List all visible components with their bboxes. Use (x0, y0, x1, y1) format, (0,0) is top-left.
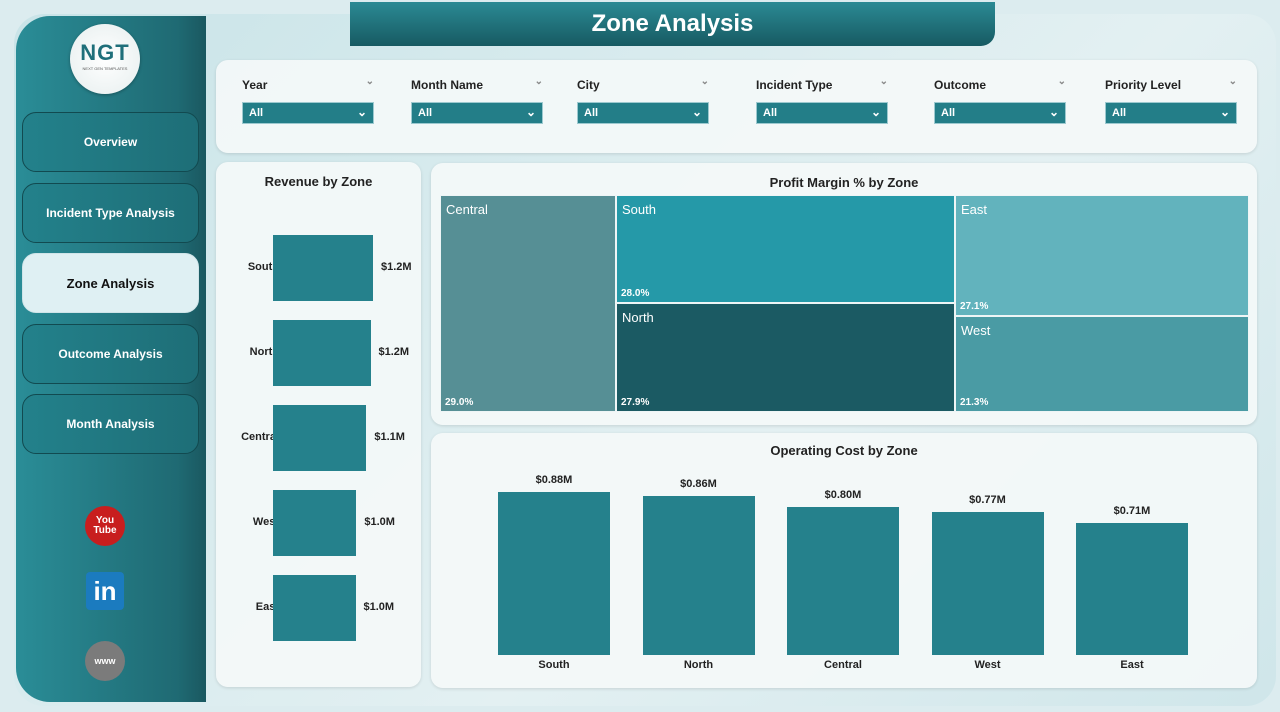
bar-east[interactable] (1076, 523, 1188, 655)
data-label: $0.80M (824, 488, 862, 501)
data-label: $0.86M (680, 477, 717, 490)
category-label: Central (824, 659, 862, 671)
bar-north[interactable] (642, 495, 755, 655)
data-label: $1.1M (374, 431, 405, 443)
chevron-down-icon: ⌄ (1219, 105, 1230, 119)
collapse-chevron-icon[interactable]: ⌄ (1057, 76, 1066, 87)
filter-panel: Year ⌄ All ⌄ Month Name ⌄ All ⌄ City ⌄ All ⌄ Inciden… (216, 60, 1257, 153)
tile-value: 21.3% (960, 397, 989, 408)
tile-value: 27.9% (621, 397, 650, 408)
operating-cost-chart: Operating Cost by Zone $0.88M South $0.86M… (431, 433, 1257, 688)
chart-title: Revenue by Zone (264, 174, 373, 189)
chevron-down-icon: ⌄ (1048, 105, 1059, 119)
collapse-chevron-icon[interactable]: ⌄ (365, 76, 374, 87)
tile-label: Central (446, 202, 488, 217)
category-label: North (683, 659, 714, 671)
treemap-tile-central[interactable]: Central 29.0% (440, 195, 616, 412)
category-label: Central (241, 431, 279, 443)
data-label: $0.77M (969, 494, 1006, 507)
chevron-down-icon: ⌄ (356, 105, 367, 119)
profit-margin-treemap: Profit Margin % by Zone Central 29.0% Sout… (431, 163, 1257, 425)
chart-title: Profit Margin % by Zone (769, 175, 919, 190)
nav-incident-type-analysis-button[interactable]: Incident Type Analysis (22, 183, 199, 243)
bar-central[interactable] (273, 405, 367, 471)
filter-year: Year ⌄ All ⌄ (242, 76, 374, 124)
treemap-tile-south[interactable]: South 28.0% (616, 195, 955, 303)
category-label: West (252, 516, 279, 528)
treemap-tile-north[interactable]: North 27.9% (616, 303, 955, 412)
treemap-tile-east[interactable]: East 27.1% (955, 195, 1249, 316)
bar-row: East $1.0M (216, 575, 421, 641)
youtube-icon[interactable]: You Tube (85, 506, 125, 546)
tile-label: East (961, 202, 988, 217)
tile-label: South (622, 202, 656, 217)
category-label: West (974, 659, 1001, 671)
linkedin-icon[interactable]: in (86, 572, 124, 610)
filter-incident-type: Incident Type ⌄ All ⌄ (756, 76, 888, 124)
collapse-chevron-icon[interactable]: ⌄ (879, 76, 888, 87)
nav-outcome-analysis-button[interactable]: Outcome Analysis (22, 324, 199, 384)
filter-dropdown[interactable]: All ⌄ (756, 102, 888, 124)
chart-title: Operating Cost by Zone (770, 443, 918, 458)
bar-west[interactable] (273, 490, 357, 556)
filter-dropdown[interactable]: All ⌄ (1105, 102, 1237, 124)
filter-dropdown[interactable]: All ⌄ (934, 102, 1066, 124)
category-label: East (1120, 659, 1144, 671)
bar-row: South $1.2M (216, 235, 421, 301)
data-label: $1.0M (363, 601, 395, 613)
bar-north[interactable] (273, 320, 371, 386)
category-label: South (247, 261, 279, 273)
tile-label: North (622, 310, 654, 325)
nav-overview-button[interactable]: Overview (22, 112, 199, 172)
bar-row: Central $1.1M (216, 405, 421, 471)
nav-month-analysis-button[interactable]: Month Analysis (22, 394, 199, 454)
nav-zone-analysis-button[interactable]: Zone Analysis (22, 253, 199, 313)
filter-dropdown[interactable]: All ⌄ (242, 102, 374, 124)
bar-central[interactable] (787, 506, 899, 655)
filter-month-name: Month Name ⌄ All ⌄ (411, 76, 543, 124)
collapse-chevron-icon[interactable]: ⌄ (700, 76, 709, 87)
category-label: North (249, 346, 279, 358)
collapse-chevron-icon[interactable]: ⌄ (1228, 76, 1237, 87)
category-label: South (538, 659, 570, 671)
tile-value: 28.0% (621, 288, 650, 299)
bar-south[interactable] (498, 492, 610, 655)
bar-row: North $1.2M (216, 320, 421, 386)
tile-value: 27.1% (960, 301, 989, 312)
filter-dropdown[interactable]: All ⌄ (411, 102, 543, 124)
tile-value: 29.0% (445, 397, 474, 408)
filter-dropdown[interactable]: All ⌄ (577, 102, 709, 124)
tile-label: West (961, 323, 991, 338)
chevron-down-icon: ⌄ (870, 105, 881, 119)
bar-row: West $1.0M (216, 490, 421, 556)
data-label: $0.71M (1113, 505, 1151, 518)
chevron-down-icon: ⌄ (691, 105, 702, 119)
bar-south[interactable] (273, 235, 373, 301)
bar-east[interactable] (273, 575, 356, 641)
website-globe-icon[interactable]: www (85, 641, 125, 681)
data-label: $1.2M (378, 346, 410, 358)
filter-outcome: Outcome ⌄ All ⌄ (934, 76, 1066, 124)
logo: NGT NEXT GEN TEMPLATES (70, 24, 140, 94)
data-label: $1.2M (381, 261, 412, 273)
chevron-down-icon: ⌄ (525, 105, 536, 119)
data-label: $1.0M (364, 516, 395, 528)
data-label: $0.88M (535, 474, 573, 486)
collapse-chevron-icon[interactable]: ⌄ (534, 76, 543, 87)
bar-west[interactable] (931, 512, 1044, 655)
revenue-by-zone-chart: Revenue by Zone South $1.2M North $1.2M Cent… (216, 162, 421, 687)
page-title: Zone Analysis (350, 2, 995, 46)
filter-city: City ⌄ All ⌄ (577, 76, 709, 124)
filter-priority-level: Priority Level ⌄ All ⌄ (1105, 76, 1237, 124)
treemap-tile-west[interactable]: West 21.3% (955, 316, 1249, 412)
